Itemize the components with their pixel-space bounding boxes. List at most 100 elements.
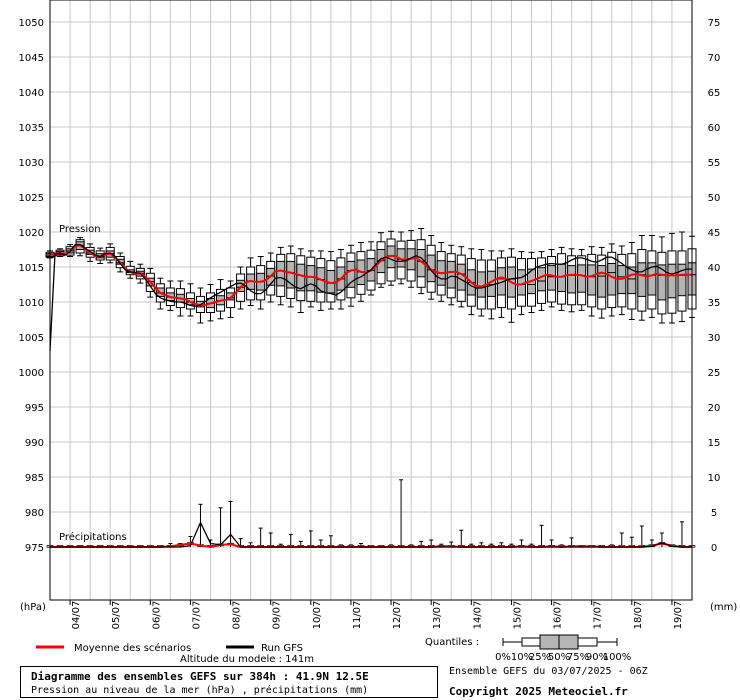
right-tick-label: 5 (711, 508, 717, 519)
pressure-box (286, 245, 296, 308)
box-p25-p75 (597, 265, 607, 298)
chart-title: Diagramme des ensembles GEFS sur 384h : … (31, 670, 369, 683)
right-tick-label: 20 (708, 403, 721, 414)
right-tick-label: 45 (708, 228, 721, 239)
box-p25-p75 (537, 267, 547, 292)
gfs-precip-line (50, 521, 692, 548)
left-tick-label: 1050 (19, 18, 44, 29)
x-axis: 04/07 05/07 06/07 07/07 08/07 09/07 10/07 11/07… (69, 600, 684, 630)
box-p25-p75 (647, 262, 657, 296)
right-axis-unit: (mm) (710, 602, 737, 613)
left-tick-label: 1020 (19, 228, 44, 239)
chart-subtitle: Pression au niveau de la mer (hPa) , pré… (31, 685, 369, 696)
quantile-mark-label: 90% (586, 652, 608, 663)
pressure-box (557, 246, 567, 311)
pressure-box (597, 246, 607, 319)
left-tick-label: 1015 (19, 263, 44, 274)
right-tick-label: 35 (708, 298, 721, 309)
box-p25-p75 (577, 264, 587, 293)
box-p25-p75 (426, 254, 436, 283)
box-p25-p75 (637, 262, 647, 297)
box-p25-p75 (607, 263, 617, 296)
left-tick-label: 995 (25, 403, 44, 414)
copyright: Copyright 2025 Meteociel.fr (449, 685, 628, 698)
box-p25-p75 (446, 260, 456, 289)
pressure-box (296, 248, 306, 313)
info-box: Diagramme des ensembles GEFS sur 384h : … (20, 666, 438, 698)
x-tick-label: 13/07 (432, 601, 443, 630)
box-p25-p75 (276, 260, 286, 287)
right-tick-label: 75 (708, 18, 721, 29)
precip-label: Précipitations (59, 531, 127, 543)
quantile-mark-label: 75% (567, 652, 589, 663)
pressure-box (306, 250, 316, 308)
box-p25-p75 (677, 263, 687, 297)
quantile-mark-label: 10% (511, 652, 533, 663)
left-tick-label: 1000 (19, 368, 44, 379)
x-tick-label: 14/07 (472, 601, 483, 630)
right-tick-label: 0 (711, 543, 717, 554)
left-tick-label: 1005 (19, 333, 44, 344)
pressure-box (537, 251, 547, 311)
pressure-box (587, 246, 597, 317)
box-p25-p75 (557, 263, 567, 293)
left-tick-label: 1010 (19, 298, 44, 309)
right-tick-label: 50 (708, 193, 721, 204)
x-tick-label: 06/07 (151, 601, 162, 630)
legend-gfs-label: Run GFS (261, 643, 303, 654)
x-tick-label: 07/07 (191, 601, 202, 630)
box-p25-p75 (346, 260, 356, 288)
x-tick-label: 15/07 (512, 601, 523, 630)
right-tick-label: 10 (708, 473, 721, 484)
left-axis: 1050 1045 1040 1035 1030 1025 1020 1015 1010 1005… (19, 18, 44, 554)
quantile-legend: 0% 10%25%50%75%90%100% (495, 634, 631, 663)
x-tick-label: 05/07 (111, 601, 122, 630)
pressure-box (607, 243, 617, 317)
box-p25-p75 (667, 263, 677, 299)
left-axis-unit: (hPa) (20, 602, 46, 613)
box-p25-p75 (567, 265, 577, 294)
box-p25-p75 (657, 264, 667, 301)
pression-label: Pression (59, 224, 101, 235)
x-tick-label: 16/07 (553, 601, 564, 630)
legend-mean-label: Moyenne des scénarios (74, 642, 191, 654)
quantiles-label: Quantiles : (425, 637, 479, 648)
pressure-box (627, 242, 637, 320)
box-p25-p75 (627, 266, 637, 295)
right-tick-label: 65 (708, 88, 721, 99)
gfs-pressure-line (49, 243, 692, 352)
left-tick-label: 980 (25, 508, 44, 519)
left-tick-label: 1045 (19, 53, 44, 64)
x-tick-label: 04/07 (71, 601, 82, 630)
box-p25-p75 (416, 249, 426, 278)
pressure-box (346, 244, 356, 307)
x-tick-label: 18/07 (633, 601, 644, 630)
pressure-box (677, 231, 687, 323)
x-tick-label: 19/07 (673, 601, 684, 630)
right-tick-label: 40 (708, 263, 721, 274)
pressure-box (446, 244, 456, 306)
right-tick-label: 60 (708, 123, 721, 134)
box-p25-p75 (547, 265, 557, 291)
pressure-box (476, 249, 486, 317)
quantile-mark-label: 50% (548, 652, 570, 663)
series-lines (49, 243, 692, 548)
right-tick-label: 70 (708, 53, 721, 64)
box-p25-p75 (226, 292, 236, 301)
right-tick-label: 30 (708, 333, 721, 344)
left-tick-label: 1040 (19, 88, 44, 99)
pressure-box (326, 251, 336, 310)
pressure-box (667, 232, 677, 324)
right-tick-label: 55 (708, 158, 721, 169)
left-tick-label: 1030 (19, 158, 44, 169)
right-tick-label: 15 (708, 438, 721, 449)
box-p25-p75 (587, 264, 597, 296)
pressure-box (276, 246, 286, 306)
x-tick-label: 10/07 (312, 601, 323, 630)
x-tick-label: 11/07 (352, 601, 363, 630)
pressure-box (496, 250, 506, 318)
pressure-box (637, 235, 647, 321)
left-tick-label: 975 (25, 543, 44, 554)
altitude-label: Altitude du modele : 141m (180, 654, 314, 665)
